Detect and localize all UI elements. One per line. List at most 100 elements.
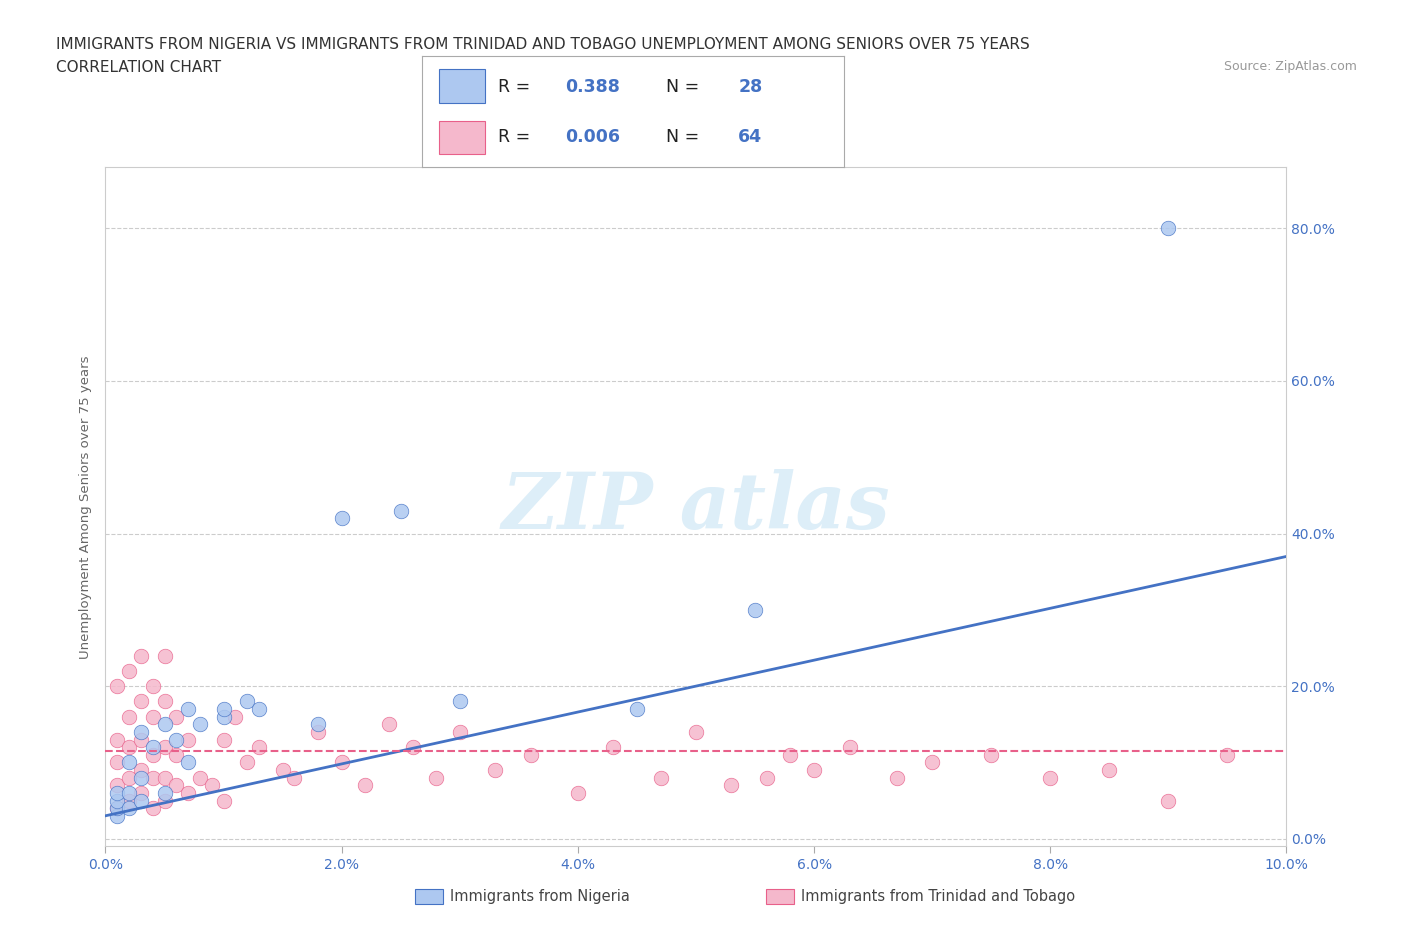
Point [980,748,1002,763]
Point [129,732,152,747]
Point [1098,763,1121,777]
Point [212,701,235,716]
Point [425,770,447,785]
Point [105,808,128,823]
Point [330,755,353,770]
Point [224,710,246,724]
Text: Immigrants from Trinidad and Tobago: Immigrants from Trinidad and Tobago [801,889,1076,904]
Text: 64: 64 [738,128,762,146]
Point [142,748,165,763]
Point [105,777,128,792]
Point [449,724,471,739]
Point [685,724,707,739]
Text: 0.388: 0.388 [565,78,620,96]
Point [271,763,294,777]
Point [283,770,305,785]
Text: Source: ZipAtlas.com: Source: ZipAtlas.com [1223,60,1357,73]
Point [129,770,152,785]
Point [153,739,176,754]
Point [153,786,176,801]
Point [153,648,176,663]
Point [188,717,211,732]
Point [212,710,235,724]
Point [118,801,141,816]
Point [165,710,187,724]
Point [236,694,259,709]
Point [720,777,742,792]
Point [307,724,329,739]
Point [803,763,825,777]
Point [177,732,200,747]
Point [247,739,270,754]
Point [307,717,329,732]
Point [129,694,152,709]
Point [118,770,141,785]
Point [129,763,152,777]
Point [177,701,200,716]
Point [519,748,541,763]
Point [1157,793,1180,808]
Text: N =: N = [666,128,706,146]
Point [153,717,176,732]
Point [744,603,766,618]
Point [602,739,624,754]
Point [129,793,152,808]
Point [389,503,412,518]
Point [118,739,141,754]
Point [449,694,471,709]
Text: N =: N = [666,78,706,96]
Point [153,793,176,808]
Point [118,755,141,770]
Point [142,679,165,694]
Point [105,786,128,801]
Point [838,739,860,754]
Point [484,763,506,777]
Text: ZIP atlas: ZIP atlas [502,469,890,545]
Text: Immigrants from Nigeria: Immigrants from Nigeria [450,889,630,904]
Point [105,755,128,770]
Point [1039,770,1062,785]
Text: CORRELATION CHART: CORRELATION CHART [56,60,221,74]
Point [354,777,377,792]
Point [153,694,176,709]
Point [129,786,152,801]
Text: R =: R = [498,128,536,146]
Text: 0.006: 0.006 [565,128,620,146]
Point [236,755,259,770]
Point [118,793,141,808]
Point [105,793,128,808]
FancyBboxPatch shape [439,69,485,102]
Point [105,801,128,816]
Point [1216,748,1239,763]
Point [165,777,187,792]
Point [212,732,235,747]
Y-axis label: Unemployment Among Seniors over 75 years: Unemployment Among Seniors over 75 years [79,355,93,658]
Point [165,748,187,763]
Point [886,770,908,785]
Point [129,648,152,663]
Point [921,755,943,770]
Point [142,710,165,724]
Point [378,717,401,732]
Point [201,777,224,792]
Point [105,732,128,747]
Point [118,710,141,724]
Point [1157,221,1180,236]
Point [165,732,187,747]
Point [401,739,423,754]
Point [779,748,801,763]
Point [142,770,165,785]
Point [247,701,270,716]
Text: IMMIGRANTS FROM NIGERIA VS IMMIGRANTS FROM TRINIDAD AND TOBAGO UNEMPLOYMENT AMON: IMMIGRANTS FROM NIGERIA VS IMMIGRANTS FR… [56,37,1031,52]
Point [129,724,152,739]
Point [177,786,200,801]
Point [567,786,589,801]
Point [105,679,128,694]
Point [153,770,176,785]
Text: R =: R = [498,78,536,96]
Text: 28: 28 [738,78,762,96]
Point [330,511,353,525]
Point [177,755,200,770]
Point [626,701,648,716]
Point [755,770,778,785]
